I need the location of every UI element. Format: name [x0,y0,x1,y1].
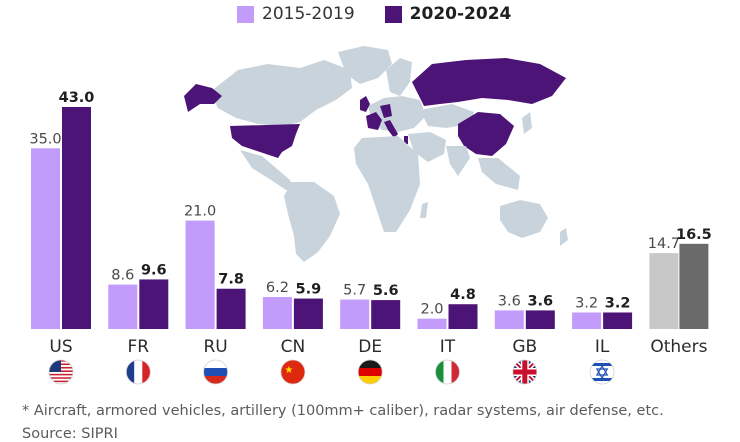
bar-it-2020-2024[interactable] [448,304,478,329]
map-africa [354,136,420,232]
bar-ru-2020-2024[interactable] [216,288,246,329]
data-label-cn-2015-2019: 6.2 [266,280,289,296]
flag-fr-icon [125,359,151,385]
source-note: Source: SIPRI [22,426,118,442]
bar-ru-2015-2019[interactable] [185,220,215,329]
chart-legend: 2015-2019 2020-2024 [237,4,541,24]
category-label-it: IT [440,337,456,357]
map-uk [360,96,370,112]
map-germany [380,104,392,118]
data-label-fr-2015-2019: 8.6 [111,268,134,284]
flag-cn-icon: ★ [280,359,306,385]
data-label-us-2020-2024: 43.0 [59,90,95,106]
bar-us-2020-2024[interactable] [62,107,91,329]
map-israel [404,136,408,144]
data-label-de-2015-2019: 5.7 [343,283,366,299]
bar-gb-2015-2019[interactable] [494,310,524,329]
bar-cn-2015-2019[interactable] [262,296,292,329]
map-alaska [184,84,222,112]
bar-cn-2020-2024[interactable] [293,298,323,329]
map-china [458,112,514,156]
map-usa [230,124,300,158]
bar-us-2015-2019[interactable] [31,148,60,329]
flag-it-icon [435,359,460,385]
legend-swatch-2015-2019 [237,5,254,23]
svg-text:★: ★ [284,365,293,376]
data-label-cn-2020-2024: 5.9 [296,282,322,298]
data-label-de-2020-2024: 5.6 [373,283,399,299]
legend-item-2020-2024[interactable]: 2020-2024 [384,4,512,24]
map-greenland [338,46,392,84]
labels-layer: 35.0 43.0 US 8.6 9.6 FR 21.0 7.8 RU 6.2 5.9 CN 5.7 5.… [29,90,711,357]
data-label-it-2020-2024: 4.8 [450,287,476,303]
flag-us-icon [48,359,74,385]
map-japan [522,112,532,134]
footnote: * Aircraft, armored vehicles, artillery … [22,403,664,419]
flag-il-icon [589,359,615,385]
map-italy [384,120,398,138]
map-new-zealand [560,228,568,246]
flag-ru-icon [203,359,229,385]
data-label-il-2015-2019: 3.2 [575,295,598,311]
flag-de-icon [357,359,383,385]
map-mexico-central-america [240,150,296,190]
legend-item-2015-2019[interactable]: 2015-2019 [237,4,355,24]
data-label-ru-2020-2024: 7.8 [218,272,244,288]
bar-il-2020-2024[interactable] [603,312,633,329]
category-label-us: US [49,337,72,357]
category-label-de: DE [358,337,382,357]
data-label-ru-2015-2019: 21.0 [184,204,216,220]
data-label-us-2015-2019: 35.0 [29,131,61,147]
legend-label-2015-2019: 2015-2019 [262,4,355,24]
data-label-gb-2015-2019: 3.6 [498,293,521,309]
data-label-il-2020-2024: 3.2 [605,295,631,311]
category-label-fr: FR [128,337,150,357]
category-label-ru: RU [203,337,227,357]
map-south-america [284,182,340,262]
bars-layer [31,107,709,329]
category-label-others: Others [650,337,707,357]
data-label-gb-2020-2024: 3.6 [527,293,553,309]
map-southeast-asia [478,158,520,190]
category-label-gb: GB [512,337,537,357]
bar-fr-2020-2024[interactable] [139,279,169,329]
map-scandinavia [386,58,412,96]
category-label-cn: CN [281,337,306,357]
data-label-fr-2020-2024: 9.6 [141,262,167,278]
category-label-il: IL [595,337,610,357]
map-india [446,146,470,176]
flags-layer: ★ [48,359,615,385]
bar-de-2020-2024[interactable] [371,300,401,329]
bar-de-2015-2019[interactable] [340,299,370,329]
data-label-it-2015-2019: 2.0 [420,302,443,318]
map-russia [412,58,566,106]
map-madagascar [420,202,428,218]
bar-il-2015-2019[interactable] [572,312,602,329]
bar-it-2015-2019[interactable] [417,318,447,329]
map-central-asia [420,104,474,128]
bar-fr-2015-2019[interactable] [108,284,138,329]
map-canada [210,60,352,126]
map-australia [500,200,548,238]
world-map-illustration [184,46,568,262]
bar-others-2015-2019[interactable] [649,253,679,329]
legend-label-2020-2024: 2020-2024 [409,4,512,24]
data-label-others-2020-2024: 16.5 [676,227,712,243]
map-france [366,112,382,130]
bar-gb-2020-2024[interactable] [525,310,555,329]
bar-others-2020-2024[interactable] [679,243,709,329]
flag-gb-icon [512,359,538,385]
data-label-others-2015-2019: 14.7 [648,236,680,252]
map-europe [368,96,426,132]
legend-swatch-2020-2024 [384,5,402,23]
